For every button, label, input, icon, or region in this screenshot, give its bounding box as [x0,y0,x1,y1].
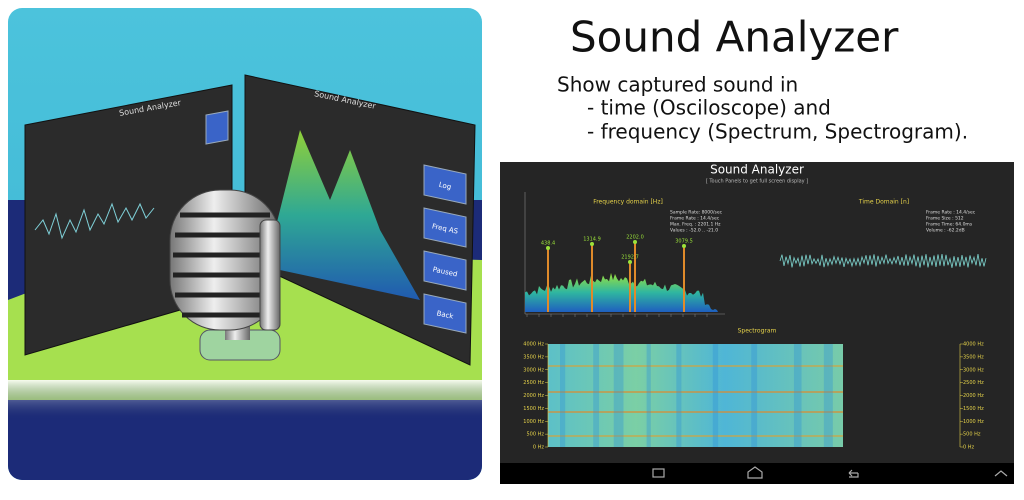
spectrogram-column [593,344,600,447]
axis-label: 4000 Hz [963,342,984,348]
axis-label: 500 Hz [963,432,981,438]
axis-label: 4000 Hz [523,342,544,348]
info-line: Frame Rate : 14.4/sec [926,210,976,216]
axis-label: 2000 Hz [523,393,544,399]
promo-line: - time (Osciloscope) and [587,96,831,120]
info-line: Sample Rate: 8000/sec [670,210,723,216]
axis-label: 1000 Hz [963,419,984,425]
peak-dot [590,242,594,246]
promo-line: - frequency (Spectrum, Spectrogram). [587,120,968,144]
hint: [ Touch Panels to get full screen displa… [706,179,808,185]
spectrogram-column [712,344,719,447]
app-title: Sound Analyzer [710,163,804,177]
spectrogram-column [751,344,758,447]
spectrogram-column [613,344,624,447]
spectrum [525,272,718,312]
axis-label: 2500 Hz [963,380,984,386]
peak-label: 438.4 [541,241,555,247]
peak-label: 3079.5 [675,239,693,245]
info-line: Values : -52.0 .. -21.0 [670,228,718,234]
button-label: Back [436,309,455,321]
peak-dot [682,244,686,248]
info-line: Frame Time: 64.0ms [926,222,973,228]
info-line: Max. Freq. : 2201.1 Hz [670,222,721,228]
axis-label: 0 Hz [533,445,545,451]
axis-label: 0 Hz [963,445,975,451]
peak-dot [633,240,637,244]
peak-label: 2192.7 [621,255,639,261]
axis-label: 2000 Hz [963,393,984,399]
panel-title: Frequency domain [Hz] [593,199,663,206]
panel-title: Time Domain [n] [858,199,909,206]
axis-label: 2500 Hz [523,380,544,386]
spectrogram-column [823,344,833,447]
promo-title: Sound Analyzer [570,13,899,62]
promo-line: Show captured sound in [557,73,798,97]
peak-dot [546,246,550,250]
info-line: Frame Size : 512 [926,216,964,222]
peak-dot [628,260,632,264]
button-label: Log [438,181,452,191]
axis-label: 3500 Hz [523,354,544,360]
axis-label: 3000 Hz [963,367,984,373]
info-line: Frame Rate : 14.4/sec [670,216,720,222]
peak-label: 1314.9 [583,237,601,243]
axis-label: 1000 Hz [523,419,544,425]
axis-label: 1500 Hz [523,406,544,412]
axis-label: 3000 Hz [523,367,544,373]
axis-label: 3500 Hz [963,354,984,360]
axis-label: 1500 Hz [963,406,984,412]
peak-label: 2202.0 [626,235,644,241]
spectrogram-column [560,344,566,447]
spectrogram-column [676,344,682,447]
axis-label: 500 Hz [526,432,544,438]
spectrogram-column [646,344,651,447]
screenshot: Sound Analyzer [ Touch Panels to get ful… [500,162,1014,484]
info-line: Volume : -62.2dB [926,228,965,234]
spectrogram-column [793,344,802,447]
panel-title: Spectrogram [738,328,777,335]
